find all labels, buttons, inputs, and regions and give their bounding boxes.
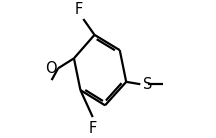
Text: F: F bbox=[75, 2, 83, 17]
Text: F: F bbox=[89, 121, 97, 136]
Text: O: O bbox=[45, 61, 56, 76]
Text: S: S bbox=[143, 77, 152, 92]
